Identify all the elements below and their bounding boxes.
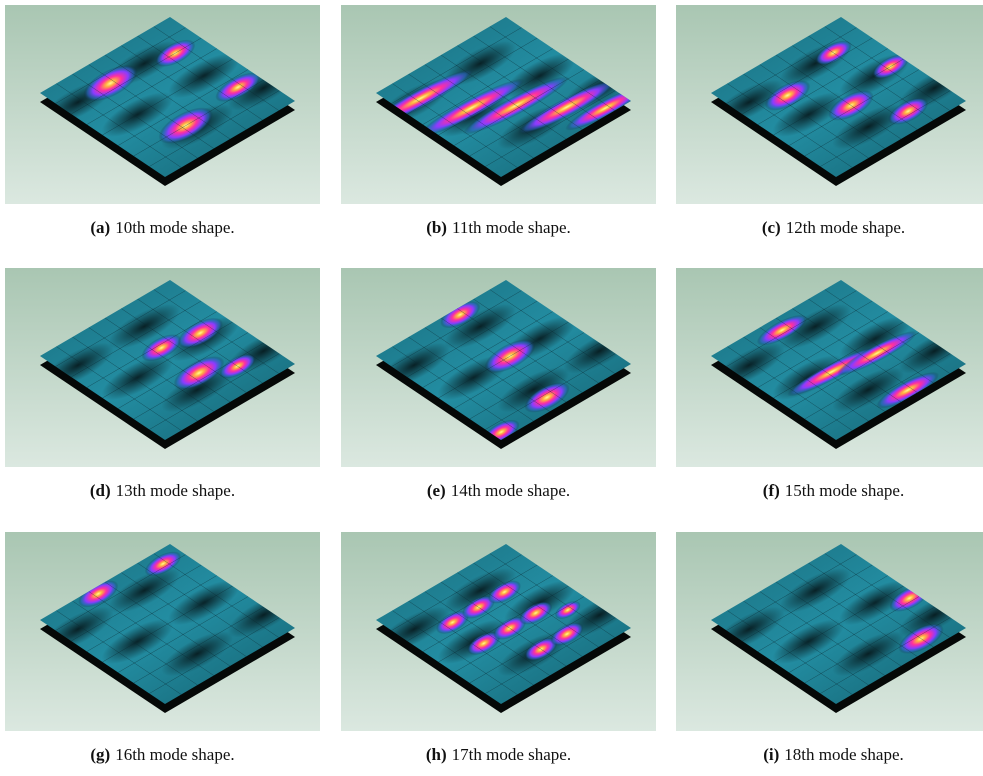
subfigure-label: (c)	[762, 218, 781, 237]
subfigure-label: (i)	[763, 745, 779, 764]
subfigure-label: (f)	[763, 481, 780, 500]
caption: (b) 11th mode shape.	[341, 218, 656, 238]
subfigure-label: (d)	[90, 481, 111, 500]
caption: (a) 10th mode shape.	[5, 218, 320, 238]
caption-text: 10th mode shape.	[115, 218, 234, 237]
subfigure: (d) 13th mode shape.	[5, 268, 320, 501]
subfigure: (g) 16th mode shape.	[5, 532, 320, 765]
mode-shape-image	[341, 5, 656, 204]
subfigure-label: (e)	[427, 481, 446, 500]
subfigure-label: (a)	[90, 218, 110, 237]
subfigure: (e) 14th mode shape.	[341, 268, 656, 501]
mode-shape-image	[676, 532, 983, 731]
caption-text: 13th mode shape.	[116, 481, 235, 500]
mode-shape-image	[676, 5, 983, 204]
caption-text: 12th mode shape.	[786, 218, 905, 237]
subfigure: (b) 11th mode shape.	[341, 5, 656, 238]
subfigure: (h) 17th mode shape.	[341, 532, 656, 765]
caption: (i) 18th mode shape.	[676, 745, 983, 765]
caption-text: 18th mode shape.	[784, 745, 903, 764]
subfigure: (c) 12th mode shape.	[676, 5, 983, 238]
mode-shape-image	[5, 268, 320, 467]
caption-text: 14th mode shape.	[451, 481, 570, 500]
caption-text: 11th mode shape.	[452, 218, 571, 237]
figure-page: (a) 10th mode shape. (b) 11th mode shape. (c…	[0, 0, 983, 776]
caption-text: 16th mode shape.	[115, 745, 234, 764]
caption: (f) 15th mode shape.	[676, 481, 983, 501]
subfigure: (a) 10th mode shape.	[5, 5, 320, 238]
mode-shape-image	[5, 532, 320, 731]
caption-text: 17th mode shape.	[452, 745, 571, 764]
subfigure: (i) 18th mode shape.	[676, 532, 983, 765]
caption: (d) 13th mode shape.	[5, 481, 320, 501]
caption: (e) 14th mode shape.	[341, 481, 656, 501]
subfigure-label: (h)	[426, 745, 447, 764]
mode-shape-image	[341, 532, 656, 731]
caption: (h) 17th mode shape.	[341, 745, 656, 765]
caption: (c) 12th mode shape.	[676, 218, 983, 238]
subfigure: (f) 15th mode shape.	[676, 268, 983, 501]
subfigure-label: (g)	[90, 745, 110, 764]
mode-shape-image	[341, 268, 656, 467]
mode-shape-image	[5, 5, 320, 204]
caption-text: 15th mode shape.	[785, 481, 904, 500]
mode-shape-image	[676, 268, 983, 467]
subfigure-label: (b)	[426, 218, 447, 237]
caption: (g) 16th mode shape.	[5, 745, 320, 765]
